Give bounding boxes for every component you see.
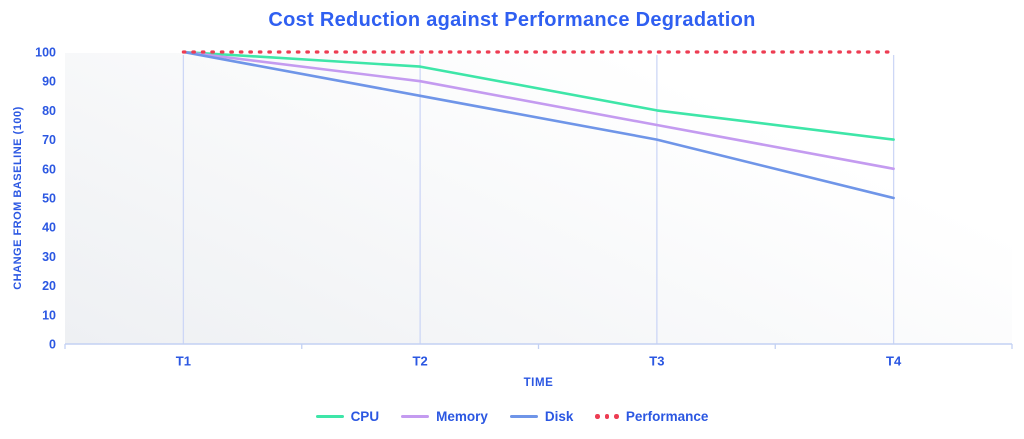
legend-item-memory[interactable]: Memory (401, 409, 488, 424)
y-tick-label-80: 80 (42, 104, 56, 118)
series-line-disk (182, 50, 895, 200)
legend-swatch-line (509, 415, 538, 418)
legend-item-performance[interactable]: Performance (595, 409, 708, 424)
series-line-cpu (182, 50, 895, 141)
plot-background (65, 53, 1012, 344)
legend-label: CPU (350, 409, 380, 424)
legend-dot (614, 414, 619, 419)
legend-swatch-line (401, 415, 430, 418)
series-line-memory (182, 50, 895, 171)
y-tick-label-100: 100 (35, 46, 56, 60)
legend-swatch-line (315, 415, 344, 418)
legend-dot (604, 414, 610, 419)
legend: CPU Memory Disk Performance (0, 409, 1024, 424)
x-tick-label-t3: T3 (649, 354, 664, 369)
y-tick-label-30: 30 (42, 250, 56, 264)
legend-label: Disk (544, 409, 574, 424)
legend-label: Performance (625, 409, 709, 424)
x-tick-label-t2: T2 (413, 354, 428, 369)
x-tick-label-t4: T4 (886, 354, 902, 369)
x-tick-label-t1: T1 (176, 354, 191, 369)
legend-item-disk[interactable]: Disk (509, 409, 574, 424)
legend-swatch-dotted (595, 414, 619, 419)
x-axis-title: TIME (523, 377, 554, 389)
y-tick-label-40: 40 (42, 221, 56, 235)
y-tick-label-90: 90 (42, 75, 56, 89)
chart-title: Cost Reduction against Performance Degra… (268, 9, 756, 31)
y-tick-label-20: 20 (42, 279, 56, 293)
y-tick-label-70: 70 (42, 133, 56, 147)
legend-dot (595, 414, 600, 419)
legend-item-cpu[interactable]: CPU (315, 409, 380, 424)
y-tick-label-50: 50 (42, 192, 56, 206)
y-tick-label-0: 0 (49, 338, 56, 352)
y-tick-label-10: 10 (42, 308, 56, 322)
legend-label: Memory (436, 409, 488, 424)
y-tick-label-60: 60 (42, 162, 56, 176)
